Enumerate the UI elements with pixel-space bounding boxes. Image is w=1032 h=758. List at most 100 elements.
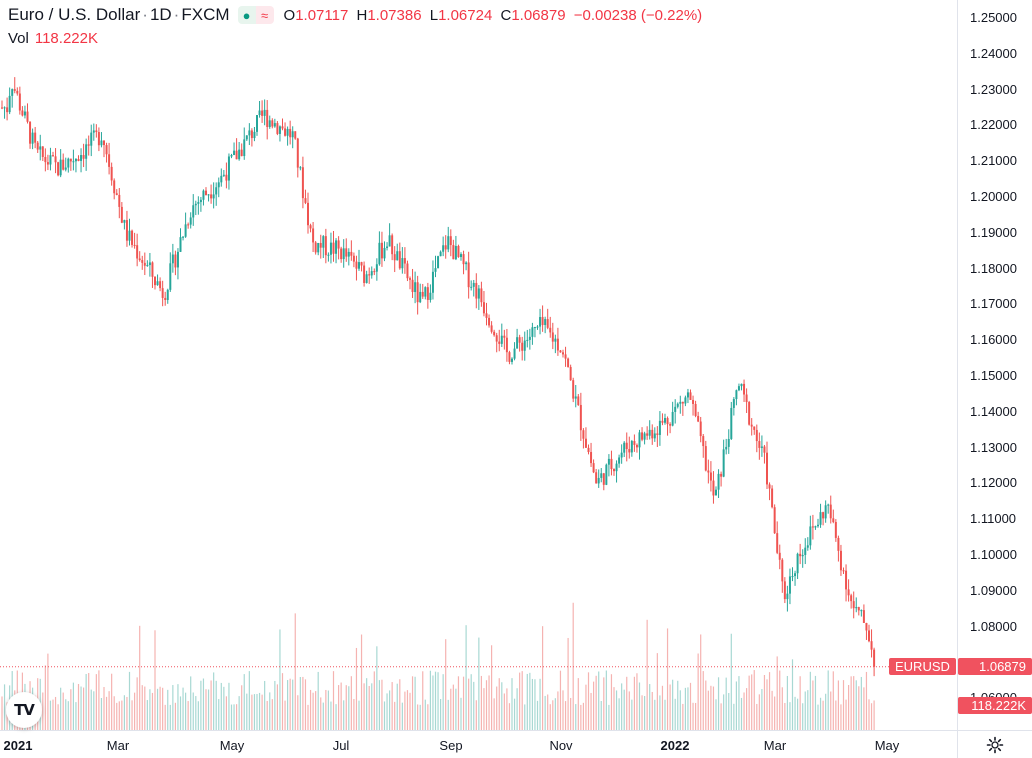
- volume-bar: [269, 692, 271, 730]
- candle-body: [727, 438, 730, 447]
- candle-body: [697, 415, 700, 422]
- volume-bar: [870, 703, 873, 730]
- volume-bar: [743, 692, 745, 730]
- candle-body: [839, 550, 842, 571]
- candle-body: [69, 158, 72, 162]
- candle-body: [210, 194, 213, 199]
- candle-body: [3, 107, 6, 109]
- candle-body: [717, 473, 720, 490]
- candle-body: [720, 473, 723, 477]
- price-scale-label: 1.25000: [970, 10, 1017, 25]
- price-scale-label: 1.21000: [970, 153, 1017, 169]
- candle-body: [97, 132, 100, 146]
- legend-separator: ·: [173, 5, 180, 24]
- volume-bar: [297, 695, 299, 730]
- candle-body: [179, 237, 182, 252]
- volume-bar: [62, 692, 64, 730]
- volume-bar: [95, 674, 97, 730]
- chart-settings-button[interactable]: [957, 730, 1032, 758]
- volume-bar: [134, 692, 136, 730]
- candle-body: [159, 281, 162, 289]
- volume-bar: [417, 704, 419, 730]
- candle-body: [817, 524, 819, 527]
- candle-body: [57, 162, 60, 176]
- price-scale-label: 1.18000: [970, 260, 1017, 276]
- volume-bar: [404, 691, 406, 730]
- candle-body: [424, 287, 427, 297]
- volume-bar: [335, 704, 337, 730]
- candle-body: [827, 504, 830, 506]
- candle-body: [182, 236, 185, 238]
- candle-body: [128, 230, 131, 241]
- candle-body: [90, 132, 93, 146]
- candle-body: [245, 135, 248, 140]
- candle-body: [13, 89, 16, 91]
- status-badges[interactable]: ● ≈: [237, 6, 274, 24]
- candle-body: [34, 132, 37, 143]
- candle-body: [783, 581, 786, 600]
- candle-body: [230, 155, 233, 157]
- candle-body: [500, 335, 503, 344]
- chart-pane[interactable]: [0, 0, 957, 730]
- volume-bar: [488, 675, 490, 730]
- volume-bar: [524, 704, 526, 730]
- interval-label[interactable]: 1D: [149, 5, 172, 24]
- candle-body: [189, 217, 192, 225]
- tradingview-logo[interactable]: TV: [6, 692, 42, 728]
- volume-bar: [330, 701, 332, 730]
- volume-bar: [108, 691, 110, 730]
- candle-body: [862, 610, 865, 623]
- candle-body: [388, 235, 391, 247]
- candle-body: [62, 159, 65, 170]
- volume-bar: [287, 680, 289, 730]
- volume-bar: [80, 686, 82, 730]
- volume-bar: [442, 674, 444, 730]
- candle-body: [194, 203, 197, 206]
- candle-body: [829, 504, 832, 519]
- volume-bar: [65, 699, 67, 730]
- volume-bar: [687, 687, 689, 730]
- candle-body: [556, 338, 559, 351]
- candle-body: [59, 159, 62, 176]
- price-scale[interactable]: 1.25000 1.24000 1.23000 1.22000 1.21000 1.200…: [957, 0, 1032, 730]
- candle-body: [467, 262, 470, 288]
- candle-body: [54, 156, 57, 163]
- candle-body: [118, 194, 121, 207]
- volume-bar: [126, 696, 128, 730]
- volume-bar: [3, 684, 6, 730]
- logo-text: TV: [14, 701, 35, 719]
- volume-bar: [243, 674, 245, 730]
- candle-body: [85, 144, 88, 159]
- volume-bar: [521, 671, 523, 730]
- candle-body: [666, 418, 669, 425]
- volume-bar: [353, 698, 355, 730]
- market-open-icon[interactable]: ●: [237, 6, 256, 24]
- candle-body: [699, 421, 702, 437]
- volume-bar: [437, 672, 439, 730]
- candle-body: [498, 341, 501, 344]
- time-scale[interactable]: 2021 Mar May Jul Sep Nov 2022 Mar May: [0, 730, 957, 758]
- candle-body: [648, 429, 651, 436]
- candle-body: [148, 262, 151, 266]
- symbol-title[interactable]: Euro / U.S. Dollar: [8, 5, 141, 24]
- candle-body: [582, 430, 585, 439]
- volume-bar: [567, 637, 569, 730]
- volume-bar: [358, 700, 360, 730]
- volume-bar: [516, 688, 518, 730]
- candle-body: [138, 258, 141, 261]
- volume-bar: [215, 680, 217, 730]
- candle-body: [824, 505, 827, 519]
- candle-body: [799, 553, 802, 557]
- candle-body: [123, 220, 126, 223]
- candlestick-chart[interactable]: [0, 0, 957, 730]
- volume-bar: [728, 692, 730, 730]
- volume-bar: [151, 692, 154, 730]
- candle-body: [370, 271, 373, 276]
- volume-bar: [508, 703, 511, 730]
- candle-body: [414, 282, 417, 293]
- price-scale-label: 1.11000: [970, 511, 1017, 527]
- candle-body: [449, 236, 452, 246]
- candle-body: [857, 607, 860, 611]
- delayed-data-icon[interactable]: ≈: [255, 6, 274, 24]
- volume-bar: [210, 680, 212, 730]
